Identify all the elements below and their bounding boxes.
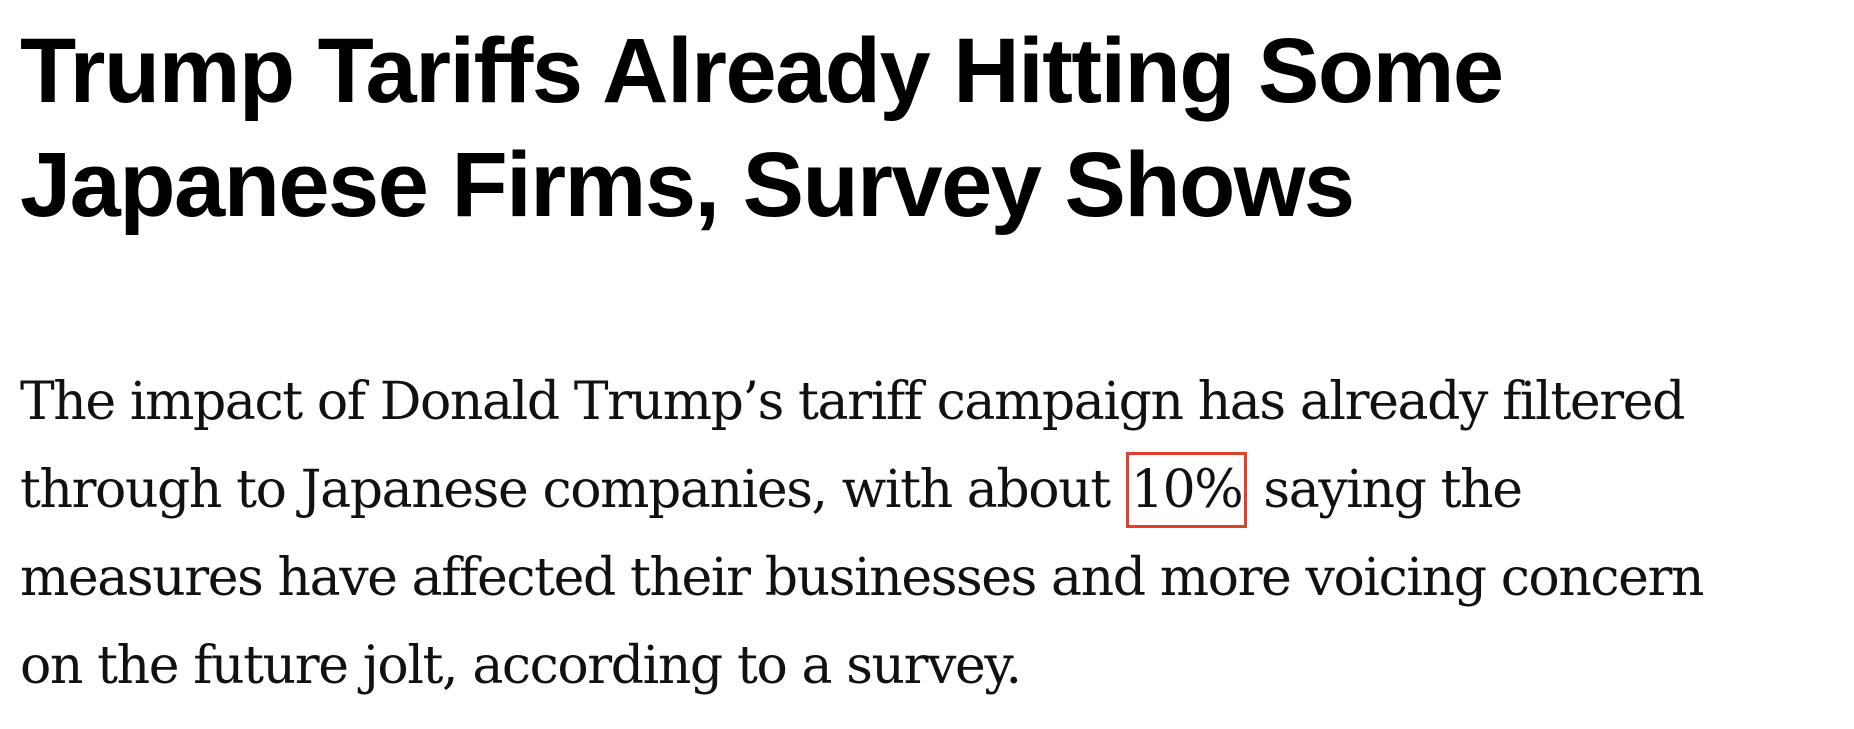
summary-line-1: The impact of Donald Trump’s tariff camp…: [20, 372, 1685, 432]
summary-line-4: on the future jolt, according to a surve…: [20, 636, 1022, 696]
summary-line-2-after: saying the: [1248, 460, 1523, 520]
article-summary: The impact of Donald Trump’s tariff camp…: [20, 358, 1840, 710]
headline-line-1: Trump Tariffs Already Hitting Some: [20, 20, 1504, 122]
headline-line-2: Japanese Firms, Survey Shows: [20, 134, 1355, 236]
headline: Trump Tariffs Already Hitting Some Japan…: [20, 14, 1840, 242]
summary-line-3: measures have affected their businesses …: [20, 548, 1704, 608]
article: Trump Tariffs Already Hitting Some Japan…: [20, 14, 1840, 710]
highlighted-percentage: 10%: [1125, 452, 1248, 528]
summary-line-2-before: through to Japanese companies, with abou…: [20, 460, 1125, 520]
